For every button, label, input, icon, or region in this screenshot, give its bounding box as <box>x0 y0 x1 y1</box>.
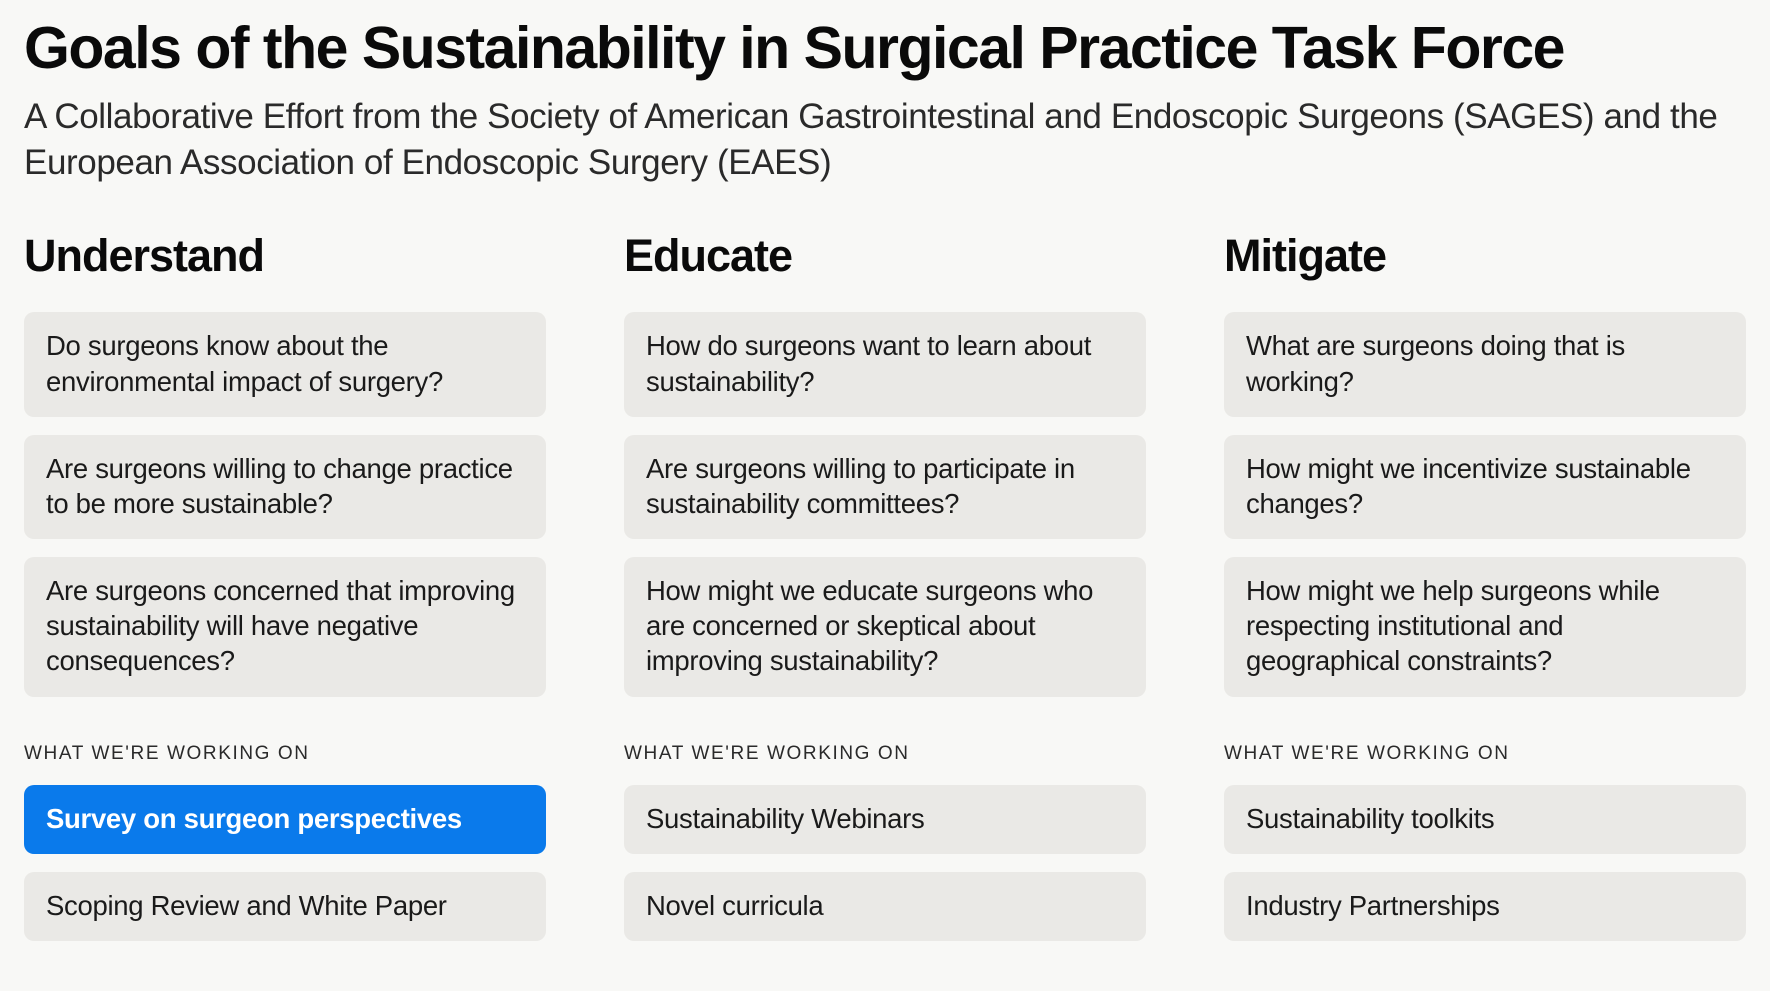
page-title: Goals of the Sustainability in Surgical … <box>24 18 1746 80</box>
question-card: How might we help surgeons while respect… <box>1224 557 1746 697</box>
question-card: How do surgeons want to learn about sust… <box>624 312 1146 416</box>
column-title-mitigate: Mitigate <box>1224 230 1746 282</box>
column-title-educate: Educate <box>624 230 1146 282</box>
section-label: WHAT WE'RE WORKING ON <box>24 743 546 765</box>
question-card: Are surgeons concerned that improving su… <box>24 557 546 697</box>
section-label: WHAT WE'RE WORKING ON <box>624 743 1146 765</box>
question-card: How might we incentivize sustainable cha… <box>1224 435 1746 539</box>
columns-container: Understand Do surgeons know about the en… <box>24 230 1746 959</box>
work-card-highlighted: Survey on surgeon perspectives <box>24 785 546 854</box>
section-label: WHAT WE'RE WORKING ON <box>1224 743 1746 765</box>
column-mitigate: Mitigate What are surgeons doing that is… <box>1224 230 1746 959</box>
column-educate: Educate How do surgeons want to learn ab… <box>624 230 1146 959</box>
column-understand: Understand Do surgeons know about the en… <box>24 230 546 959</box>
question-card: How might we educate surgeons who are co… <box>624 557 1146 697</box>
question-card: What are surgeons doing that is working? <box>1224 312 1746 416</box>
question-card: Are surgeons willing to participate in s… <box>624 435 1146 539</box>
page-subtitle: A Collaborative Effort from the Society … <box>24 94 1724 186</box>
column-title-understand: Understand <box>24 230 546 282</box>
work-card: Industry Partnerships <box>1224 872 1746 941</box>
work-card: Novel curricula <box>624 872 1146 941</box>
question-card: Are surgeons willing to change practice … <box>24 435 546 539</box>
work-card: Sustainability toolkits <box>1224 785 1746 854</box>
question-card: Do surgeons know about the environmental… <box>24 312 546 416</box>
work-card: Scoping Review and White Paper <box>24 872 546 941</box>
work-card: Sustainability Webinars <box>624 785 1146 854</box>
